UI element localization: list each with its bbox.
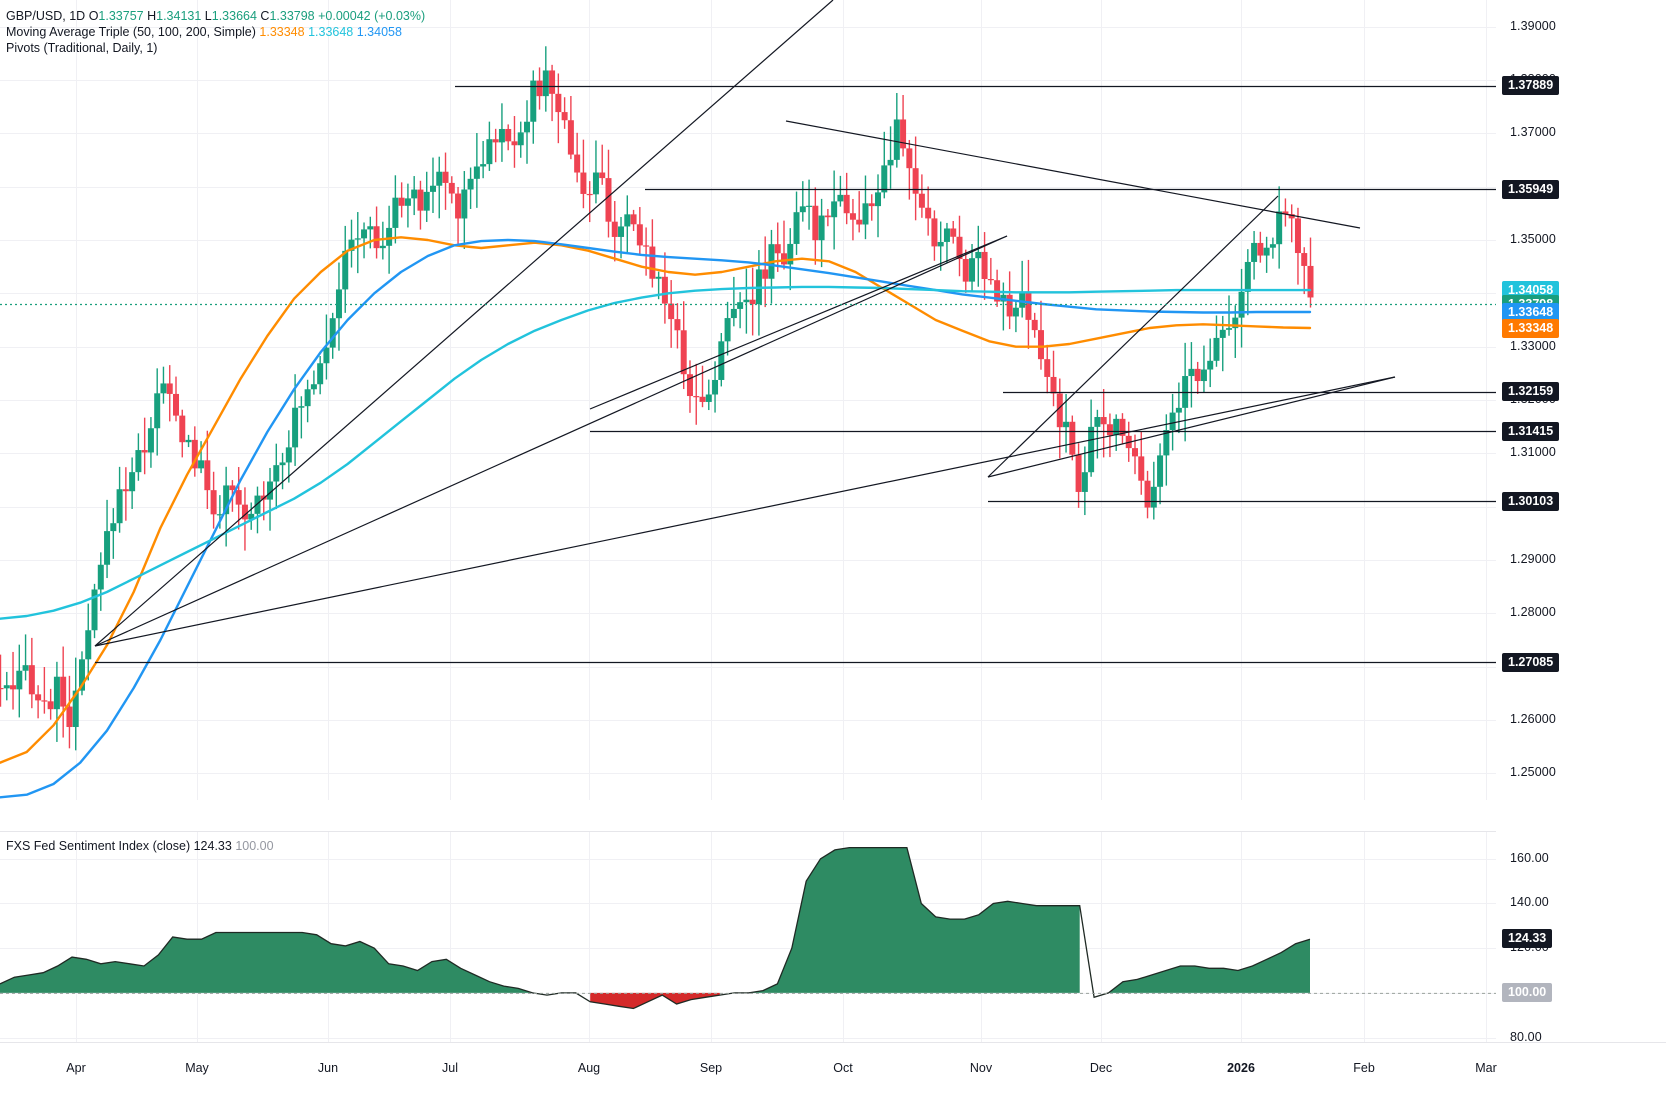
indicator-legend-row[interactable]: FXS Fed Sentiment Index (close) 124.33 1… bbox=[6, 838, 274, 854]
time-axis-label: Feb bbox=[1353, 1061, 1375, 1075]
ohlc-c-label: C bbox=[260, 9, 270, 23]
ma-study-title[interactable]: Moving Average Triple (50, 100, 200, Sim… bbox=[6, 25, 256, 39]
price-axis-tick: 1.31000 bbox=[1510, 445, 1556, 460]
time-axis-label: Jul bbox=[442, 1061, 458, 1075]
price-axis-badge[interactable]: 1.27085 bbox=[1502, 652, 1560, 672]
time-axis-label: May bbox=[185, 1061, 209, 1075]
indicator-pane[interactable] bbox=[0, 832, 1496, 1042]
symbol-row[interactable]: GBP/USD, 1D O1.33757 H1.34131 L1.33664 C… bbox=[6, 9, 426, 23]
change-percent: (+0.03%) bbox=[374, 9, 426, 23]
price-axis-tick: 1.39000 bbox=[1510, 18, 1556, 33]
indicator-title[interactable]: FXS Fed Sentiment Index (close) bbox=[6, 839, 191, 853]
change-value: +0.00042 bbox=[318, 9, 371, 23]
ohlc-h-value: 1.34131 bbox=[156, 9, 202, 23]
price-axis-badge[interactable]: 1.37889 bbox=[1502, 76, 1560, 96]
indicator-axis-tick: 160.00 bbox=[1510, 850, 1549, 865]
price-axis-tick: 1.29000 bbox=[1510, 552, 1556, 566]
indicator-svg bbox=[0, 832, 1496, 1042]
price-axis-badge[interactable]: 1.31415 bbox=[1502, 421, 1560, 441]
time-axis-label: Dec bbox=[1089, 1061, 1113, 1075]
time-axis-label: Jun bbox=[317, 1061, 339, 1075]
indicator-legend: FXS Fed Sentiment Index (close) 124.33 1… bbox=[6, 838, 274, 854]
price-axis-badge[interactable]: 1.33348 bbox=[1502, 318, 1560, 338]
indicator-axis-tick: 80.00 bbox=[1510, 1029, 1542, 1044]
ohlc-o-label: O bbox=[88, 9, 99, 23]
time-axis-label: Oct bbox=[833, 1061, 853, 1075]
price-axis-tick: 1.25000 bbox=[1510, 765, 1556, 780]
symbol-name[interactable]: GBP/USD bbox=[6, 9, 63, 23]
indicator-value: 124.33 bbox=[193, 839, 232, 853]
ohlc-c-value: 1.33798 bbox=[269, 9, 315, 23]
ma100-value: 1.33648 bbox=[308, 25, 354, 39]
symbol-interval[interactable]: 1D bbox=[69, 9, 86, 23]
price-chart-pane[interactable] bbox=[0, 0, 1496, 800]
indicator-baseline-value: 100.00 bbox=[235, 839, 274, 853]
price-legend: GBP/USD, 1D O1.33757 H1.34131 L1.33664 C… bbox=[6, 8, 425, 56]
price-axis-badge[interactable]: 1.35949 bbox=[1502, 179, 1560, 199]
pivots-study-row[interactable]: Pivots (Traditional, Daily, 1) bbox=[6, 40, 425, 56]
time-axis[interactable]: Apr May Jun Jul Aug Sep Oct Nov Dec 2026 Feb Mar bbox=[0, 1042, 1666, 1096]
price-axis-badge[interactable]: 1.30103 bbox=[1502, 491, 1560, 511]
ohlc-l-label: L bbox=[204, 9, 212, 23]
ma50-value: 1.33348 bbox=[259, 25, 305, 39]
ma-study-row[interactable]: Moving Average Triple (50, 100, 200, Sim… bbox=[6, 24, 425, 40]
time-axis-label: 2026 bbox=[1227, 1061, 1255, 1075]
price-axis-tick: 1.28000 bbox=[1510, 605, 1556, 620]
price-axis[interactable]: 1.390001.380001.370001.360001.350001.340… bbox=[1496, 0, 1666, 1044]
ohlc-l-value: 1.33664 bbox=[211, 9, 257, 23]
price-axis-tick: 1.33000 bbox=[1510, 338, 1556, 353]
indicator-axis-tick: 140.00 bbox=[1510, 895, 1549, 910]
ma200-value: 1.34058 bbox=[356, 25, 402, 39]
pivots-study-title[interactable]: Pivots (Traditional, Daily, 1) bbox=[6, 41, 158, 55]
price-axis-tick: 1.37000 bbox=[1510, 125, 1556, 140]
time-axis-label: Apr bbox=[66, 1061, 86, 1075]
price-axis-tick: 1.26000 bbox=[1510, 712, 1556, 726]
price-chart-svg bbox=[0, 0, 1496, 800]
ohlc-o-value: 1.33757 bbox=[98, 9, 144, 23]
time-axis-label: Aug bbox=[577, 1061, 601, 1075]
price-axis-badge[interactable]: 1.33648 bbox=[1502, 302, 1560, 322]
time-axis-label: Sep bbox=[699, 1061, 723, 1075]
pane-divider bbox=[0, 831, 1666, 832]
price-axis-tick: 1.35000 bbox=[1510, 232, 1556, 246]
ohlc-h-label: H bbox=[147, 9, 157, 23]
price-axis-badge[interactable]: 1.32159 bbox=[1502, 382, 1560, 402]
indicator-axis-badge[interactable]: 100.00 bbox=[1502, 983, 1553, 1003]
indicator-axis-badge[interactable]: 124.33 bbox=[1502, 928, 1553, 948]
time-axis-label: Mar bbox=[1475, 1061, 1497, 1075]
time-axis-label: Nov bbox=[969, 1061, 993, 1075]
